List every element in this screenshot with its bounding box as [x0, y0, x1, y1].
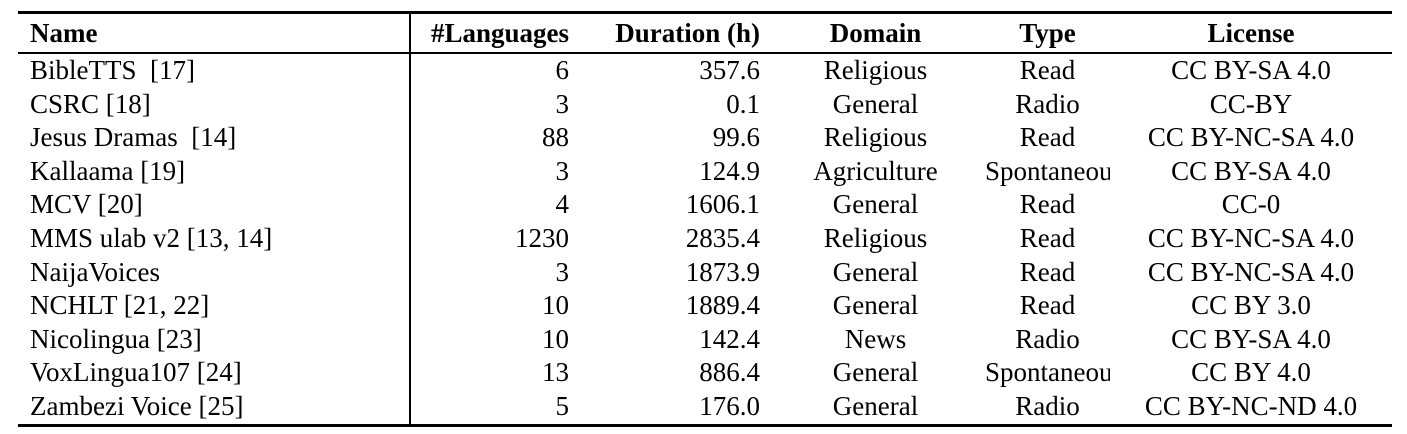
- cell-name: BibleTTS [17]: [18, 53, 411, 88]
- cell-domain: General: [832, 390, 919, 421]
- cell-domain: Religious: [823, 222, 928, 253]
- cell-duration: 1606.1: [685, 189, 760, 220]
- cell-type: Radio: [1015, 390, 1080, 421]
- cell-languages: 6: [555, 55, 570, 85]
- cell-license: CC BY-NC-SA 4.0: [1147, 222, 1355, 253]
- table-row: VoxLingua107 [24] 13 886.4 General Spont…: [18, 356, 1392, 390]
- cell-type: Spontaneous: [985, 357, 1110, 388]
- cell-type: Read: [1019, 55, 1076, 85]
- table-row: CSRC [18] 3 0.1 General Radio CC-BY: [18, 87, 1392, 122]
- cell-license: CC BY 3.0: [1191, 290, 1311, 321]
- cell-domain: General: [832, 88, 919, 119]
- table-row: NCHLT [21, 22] 10 1889.4 General Read CC…: [18, 289, 1392, 323]
- col-header-license: License: [1110, 12, 1392, 54]
- table-row: Kallaama [19] 3 124.9 Agriculture Sponta…: [18, 154, 1392, 189]
- cell-languages: 10: [542, 290, 569, 321]
- cell-domain: Agriculture: [813, 155, 938, 186]
- cell-languages: 3: [555, 256, 570, 287]
- table-row: BibleTTS [17] 6 357.6 Religious Read CC …: [18, 53, 1392, 88]
- cell-license: CC-0: [1221, 189, 1281, 220]
- cell-license: CC BY-NC-SA 4.0: [1147, 122, 1355, 153]
- cell-type: Read: [1019, 122, 1076, 153]
- table-row: Jesus Dramas [14] 88 99.6 Religious Read…: [18, 121, 1392, 155]
- cell-license: CC BY-SA 4.0: [1171, 55, 1331, 85]
- cell-languages: 3: [555, 88, 570, 119]
- col-header-duration: Duration (h): [575, 12, 766, 54]
- cell-name: Zambezi Voice [25]: [18, 389, 411, 426]
- cell-duration: 2835.4: [685, 222, 760, 253]
- header-row: Name #Languages Duration (h) Domain Type…: [18, 12, 1392, 54]
- cell-languages: 5: [555, 390, 570, 421]
- cell-name: NaijaVoices: [18, 255, 411, 290]
- cell-languages: 88: [542, 122, 569, 153]
- cell-duration: 142.4: [699, 323, 760, 354]
- col-header-domain: Domain: [766, 12, 985, 54]
- cell-name: Jesus Dramas [14]: [18, 121, 411, 155]
- table-row: Zambezi Voice [25] 5 176.0 General Radio…: [18, 389, 1392, 426]
- cell-type: Spontaneous: [985, 155, 1110, 186]
- cell-duration: 176.0: [699, 390, 760, 421]
- cell-domain: General: [832, 290, 919, 321]
- col-header-type: Type: [985, 12, 1110, 54]
- cell-languages: 3: [555, 155, 570, 186]
- cell-name: Nicolingua [23]: [18, 322, 411, 357]
- cell-domain: Religious: [823, 55, 928, 85]
- cell-name: MMS ulab v2 [13, 14]: [18, 221, 411, 256]
- datasets-table: Name #Languages Duration (h) Domain Type…: [18, 11, 1392, 427]
- table-row: Nicolingua [23] 10 142.4 News Radio CC B…: [18, 322, 1392, 357]
- cell-domain: General: [832, 256, 919, 287]
- cell-domain: News: [844, 323, 907, 354]
- cell-license: CC BY-SA 4.0: [1171, 323, 1331, 354]
- cell-type: Read: [1019, 222, 1076, 253]
- cell-license: CC BY 4.0: [1191, 357, 1311, 388]
- cell-duration: 1889.4: [685, 290, 760, 321]
- cell-duration: 99.6: [712, 122, 760, 153]
- cell-type: Read: [1019, 256, 1076, 287]
- cell-license: CC BY-SA 4.0: [1171, 155, 1331, 186]
- cell-domain: Religious: [823, 122, 928, 153]
- cell-license: CC BY-NC-SA 4.0: [1147, 256, 1355, 287]
- col-header-name: Name: [18, 12, 411, 54]
- cell-type: Read: [1019, 290, 1076, 321]
- cell-type: Radio: [1015, 88, 1080, 119]
- cell-license: CC-BY: [1209, 88, 1293, 119]
- cell-duration: 124.9: [699, 155, 760, 186]
- cell-license: CC BY-NC-ND 4.0: [1144, 390, 1358, 421]
- cell-name: MCV [20]: [18, 188, 411, 222]
- cell-languages: 1230: [515, 222, 569, 253]
- cell-languages: 10: [542, 323, 569, 354]
- cell-name: CSRC [18]: [18, 87, 411, 122]
- cell-type: Read: [1019, 189, 1076, 220]
- table-row: MMS ulab v2 [13, 14] 1230 2835.4 Religio…: [18, 221, 1392, 256]
- cell-languages: 4: [555, 189, 570, 220]
- cell-languages: 13: [542, 357, 569, 388]
- cell-type: Radio: [1015, 323, 1080, 354]
- cell-domain: General: [832, 357, 919, 388]
- table-row: MCV [20] 4 1606.1 General Read CC-0: [18, 188, 1392, 222]
- cell-duration: 357.6: [699, 55, 760, 85]
- cell-duration: 0.1: [726, 88, 760, 119]
- cell-name: NCHLT [21, 22]: [18, 289, 411, 323]
- cell-duration: 886.4: [699, 357, 760, 388]
- cell-name: VoxLingua107 [24]: [18, 356, 411, 390]
- cell-domain: General: [832, 189, 919, 220]
- col-header-languages: #Languages: [410, 12, 575, 54]
- cell-name: Kallaama [19]: [18, 154, 411, 189]
- cell-duration: 1873.9: [685, 256, 760, 287]
- table-row: NaijaVoices 3 1873.9 General Read CC BY-…: [18, 255, 1392, 290]
